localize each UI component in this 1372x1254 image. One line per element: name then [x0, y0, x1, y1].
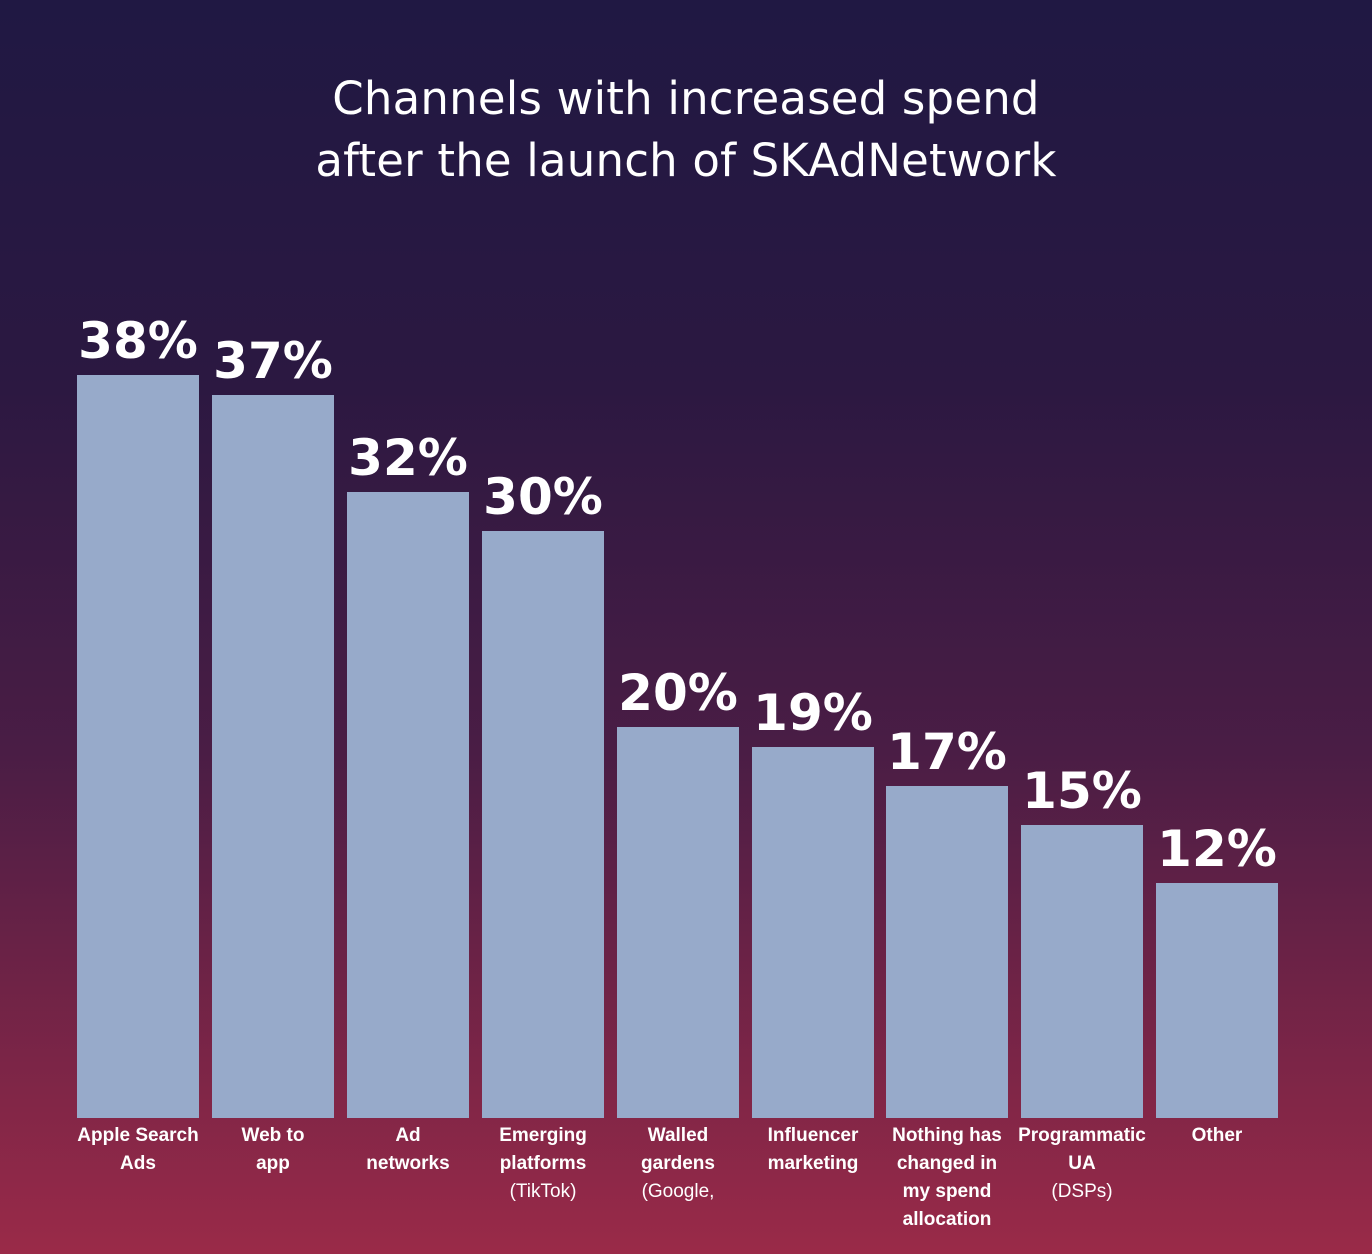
- bar: [617, 727, 739, 1118]
- bar-value-label: 32%: [348, 429, 468, 487]
- bar-value-label: 17%: [887, 723, 1007, 781]
- bar: [482, 531, 604, 1118]
- bar: [347, 492, 469, 1118]
- chart-title-line-1: Channels with increased spend: [332, 72, 1040, 125]
- bar-value-label: 19%: [753, 684, 873, 742]
- bar: [1156, 883, 1278, 1118]
- bar-value-label: 20%: [618, 664, 738, 722]
- category-label: Ad networks: [340, 1122, 476, 1178]
- category-sublabel: (DSPs): [1051, 1181, 1113, 1202]
- category-label: Apple Search Ads: [70, 1122, 206, 1178]
- category-label: Programmatic UA (DSPs): [1014, 1122, 1150, 1206]
- category-label-text: Emerging platforms: [499, 1125, 587, 1174]
- bar: [212, 395, 334, 1118]
- bar-value-label: 37%: [213, 332, 333, 390]
- chart-title-line-2: after the launch of SKAdNetwork: [315, 134, 1057, 187]
- bar: [752, 747, 874, 1118]
- category-label-text: Nothing has changed in my spend allocation: [892, 1125, 1002, 1230]
- category-label: Walled gardens (Google,: [610, 1122, 746, 1206]
- bar: [886, 786, 1008, 1118]
- category-sublabel: (Google,: [641, 1181, 715, 1202]
- bar: [1021, 825, 1143, 1118]
- category-label-text: Other: [1191, 1125, 1243, 1146]
- chart-title: Channels with increased spend after the …: [0, 68, 1372, 192]
- bar-value-label: 15%: [1022, 762, 1142, 820]
- category-label-text: Apple Search Ads: [77, 1125, 199, 1174]
- category-label: Other: [1149, 1122, 1285, 1150]
- bar-value-label: 12%: [1157, 820, 1277, 878]
- bar-value-label: 30%: [483, 468, 603, 526]
- bar: [77, 375, 199, 1118]
- bar-value-label: 38%: [78, 312, 198, 370]
- category-label-text: Web to app: [241, 1125, 305, 1174]
- category-label-text: Influencer marketing: [767, 1125, 859, 1174]
- category-label: Web to app: [205, 1122, 341, 1178]
- category-sublabel: (TikTok): [509, 1181, 577, 1202]
- category-label-text: Walled gardens: [641, 1125, 715, 1174]
- category-label: Influencer marketing: [745, 1122, 881, 1178]
- category-label: Nothing has changed in my spend allocation: [879, 1122, 1015, 1234]
- category-label-text: Programmatic UA: [1018, 1125, 1146, 1174]
- category-label: Emerging platforms (TikTok): [475, 1122, 611, 1206]
- category-label-text: Ad networks: [366, 1125, 450, 1174]
